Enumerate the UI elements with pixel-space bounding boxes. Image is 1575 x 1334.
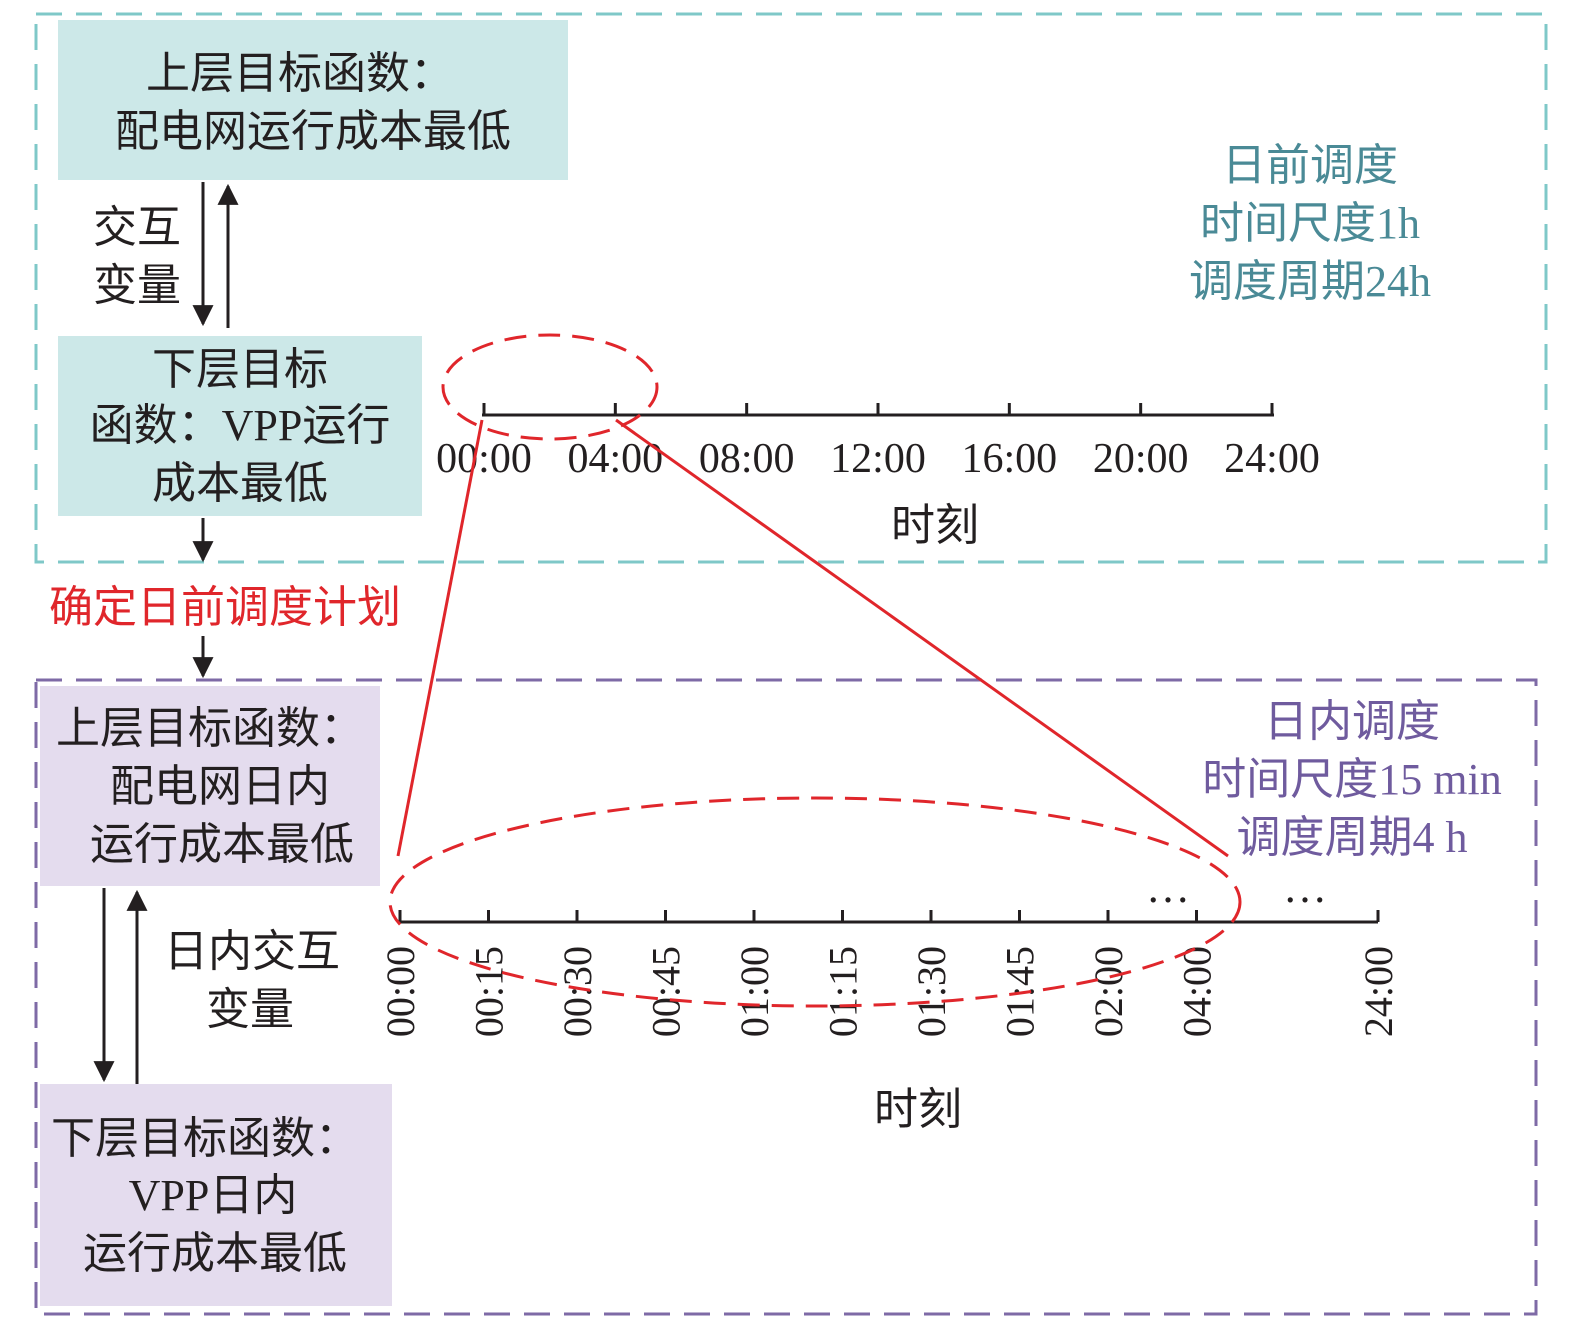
transition-label: 确定日前调度计划 [49,583,401,632]
day-ahead-lower-box-line-1: 下层目标 [152,345,328,394]
intraday-tick-label: 04:00 [1175,946,1220,1037]
intraday-tick-label: 02:00 [1086,946,1131,1037]
intraday-tick-label: 00:30 [555,946,600,1037]
intraday-tick-label: 01:00 [732,946,777,1037]
day-ahead-tick-label: 16:00 [961,436,1057,482]
day-ahead-upper-box [58,20,568,180]
day-ahead-tick-label: 12:00 [830,436,926,482]
day-ahead-upper-box-line-1: 上层目标函数： [146,49,454,98]
intraday-tick-label: 00:00 [378,946,423,1037]
day-ahead-tick-label: 00:00 [436,436,532,482]
intraday-ellipsis-1: … [1146,863,1190,912]
intraday-lower-box [40,1084,392,1306]
intraday-tick-label: 01:30 [909,946,954,1037]
day-ahead-info-line-1: 日前调度 [1222,141,1398,190]
intraday-tick-label: 00:15 [467,946,512,1037]
day-ahead-upper-box-line-2: 配电网运行成本最低 [115,107,511,156]
day-ahead-interaction-label-2: 变量 [93,261,181,310]
intraday-tick-label: 01:45 [998,946,1043,1037]
day-ahead-lower-box [58,336,422,516]
intraday-ellipsis-2: … [1283,863,1327,912]
day-ahead-tick-label: 20:00 [1093,436,1189,482]
day-ahead-interaction-label-1: 交互 [93,203,181,252]
intraday-upper-box-line-3: 运行成本最低 [90,820,354,869]
intraday-axis-ticks: 00:00 00:15 00:30 00:45 01:00 01:15 01:30 01:45… [378,910,1401,1037]
intraday-lower-box-line-1: 下层目标函数： [51,1114,359,1163]
intraday-upper-box-line-2: 配电网日内 [110,762,330,811]
day-ahead-lower-box-line-2: 函数：VPP运行 [90,401,391,450]
intraday-panel [34,678,1538,1316]
zoom-connector-right [615,418,1229,858]
intraday-info-line-1: 日内调度 [1264,697,1440,746]
intraday-lower-box-line-2: VPP日内 [129,1171,298,1220]
intraday-upper-box [40,686,380,886]
intraday-tick-label: 00:45 [644,946,689,1037]
day-ahead-info-line-2: 时间尺度1h [1200,199,1420,248]
zoom-connector-left [396,419,484,857]
day-ahead-axis-title: 时刻 [891,501,979,550]
intraday-info-line-3: 调度周期4 h [1237,813,1468,862]
intraday-info-line-2: 时间尺度15 min [1202,755,1501,804]
day-ahead-axis-ticks: 00:00 04:00 08:00 12:00 16:00 20:00 24:00 [436,403,1320,482]
intraday-zoom-ellipse [388,796,1242,1008]
day-ahead-zoom-ellipse [441,333,659,441]
intraday-tick-label: 24:00 [1356,946,1401,1037]
intraday-tick-label: 01:15 [821,946,866,1037]
intraday-interaction-label-2: 变量 [206,985,294,1034]
day-ahead-tick-label: 08:00 [699,436,795,482]
day-ahead-panel [34,12,1548,564]
day-ahead-lower-box-line-3: 成本最低 [152,459,328,508]
intraday-interaction-label-1: 日内交互 [164,927,340,976]
day-ahead-tick-label: 24:00 [1224,436,1320,482]
day-ahead-info-line-3: 调度周期24h [1189,257,1431,306]
intraday-upper-box-line-1: 上层目标函数： [56,704,364,753]
intraday-axis-title: 时刻 [874,1085,962,1134]
intraday-lower-box-line-3: 运行成本最低 [83,1229,347,1278]
